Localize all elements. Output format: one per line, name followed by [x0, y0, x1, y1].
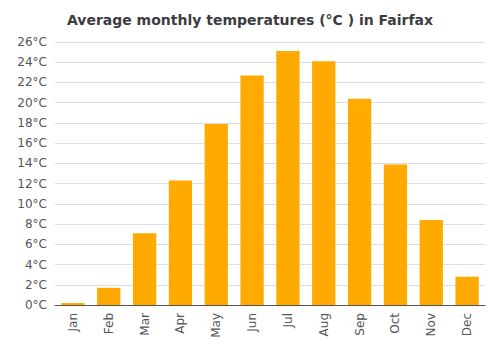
svg-text:8°C: 8°C [25, 217, 47, 231]
svg-text:14°C: 14°C [17, 156, 47, 170]
svg-text:Nov: Nov [424, 313, 438, 336]
svg-text:20°C: 20°C [17, 96, 47, 110]
svg-text:10°C: 10°C [17, 197, 47, 211]
svg-text:22°C: 22°C [17, 75, 47, 89]
svg-text:Jan: Jan [66, 313, 80, 333]
svg-text:Dec: Dec [460, 313, 474, 336]
svg-text:16°C: 16°C [17, 136, 47, 150]
svg-text:26°C: 26°C [17, 35, 47, 49]
svg-text:18°C: 18°C [17, 116, 47, 130]
svg-text:Oct: Oct [388, 313, 402, 334]
svg-text:Jun: Jun [245, 313, 259, 333]
svg-text:Mar: Mar [138, 313, 152, 336]
svg-text:Jul: Jul [281, 313, 295, 328]
svg-text:12°C: 12°C [17, 177, 47, 191]
svg-text:Feb: Feb [102, 313, 116, 334]
svg-text:Aug: Aug [317, 313, 331, 336]
svg-text:Average monthly temperatures (: Average monthly temperatures (°C ) in Fa… [67, 12, 433, 28]
svg-text:4°C: 4°C [25, 258, 47, 272]
svg-text:0°C: 0°C [25, 298, 47, 312]
svg-text:6°C: 6°C [25, 237, 47, 251]
svg-text:Sep: Sep [353, 313, 367, 336]
svg-text:May: May [209, 313, 223, 338]
svg-text:24°C: 24°C [17, 55, 47, 69]
svg-text:2°C: 2°C [25, 278, 47, 292]
svg-text:Apr: Apr [173, 313, 187, 334]
